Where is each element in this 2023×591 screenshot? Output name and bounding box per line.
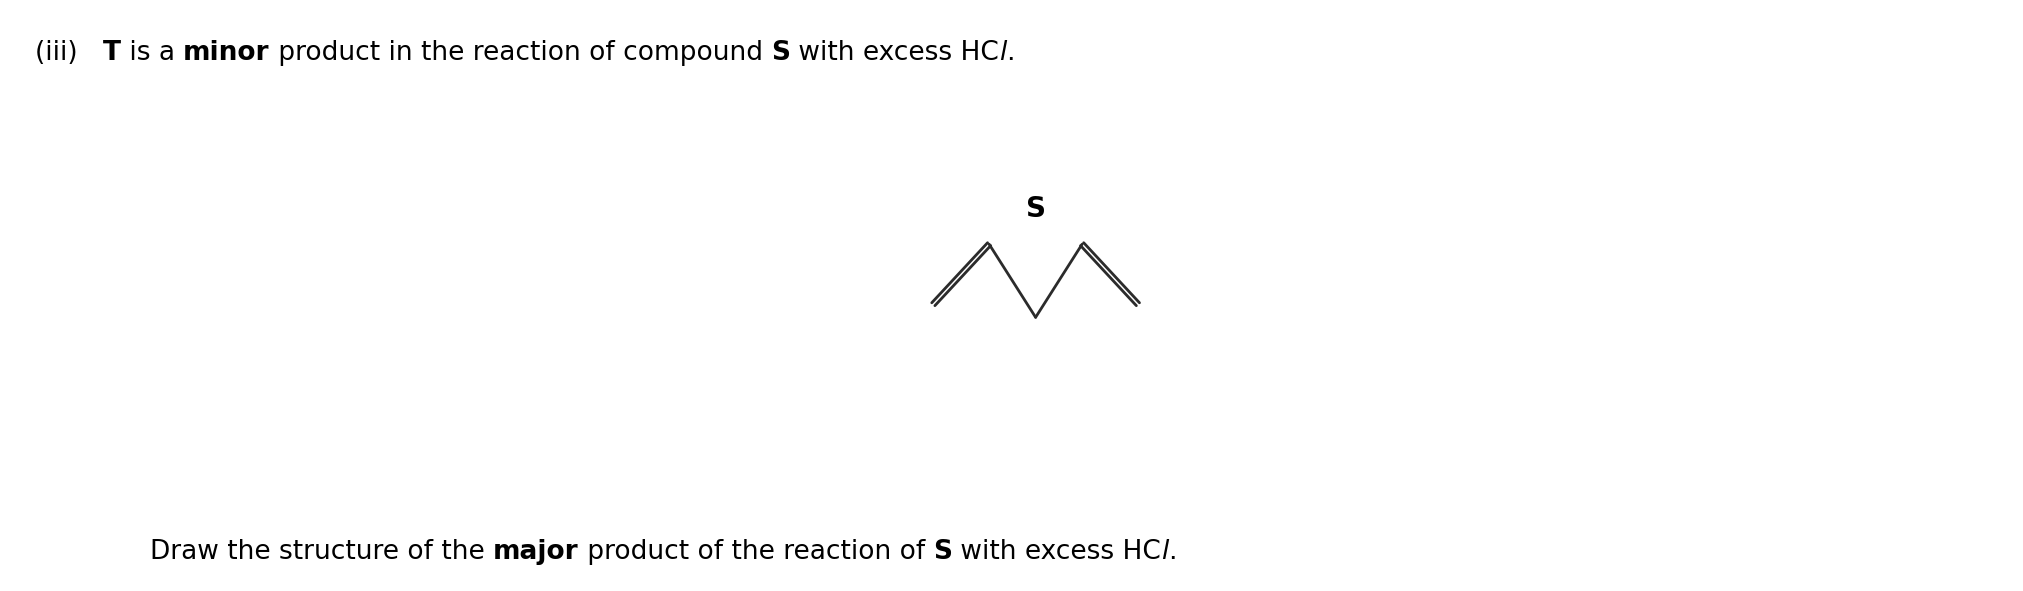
Text: minor: minor: [184, 40, 269, 66]
Text: .: .: [1005, 40, 1016, 66]
Text: T: T: [103, 40, 121, 66]
Text: l: l: [999, 40, 1005, 66]
Text: S: S: [933, 539, 953, 565]
Text: product of the reaction of: product of the reaction of: [579, 539, 933, 565]
Text: (iii): (iii): [34, 40, 103, 66]
Text: S: S: [1026, 194, 1046, 223]
Text: with excess HC: with excess HC: [953, 539, 1161, 565]
Text: major: major: [494, 539, 579, 565]
Text: .: .: [1169, 539, 1177, 565]
Text: with excess HC: with excess HC: [791, 40, 999, 66]
Text: l: l: [1161, 539, 1169, 565]
Text: product in the reaction of compound: product in the reaction of compound: [269, 40, 771, 66]
Text: S: S: [771, 40, 791, 66]
Text: Draw the structure of the: Draw the structure of the: [150, 539, 494, 565]
Text: is a: is a: [121, 40, 184, 66]
